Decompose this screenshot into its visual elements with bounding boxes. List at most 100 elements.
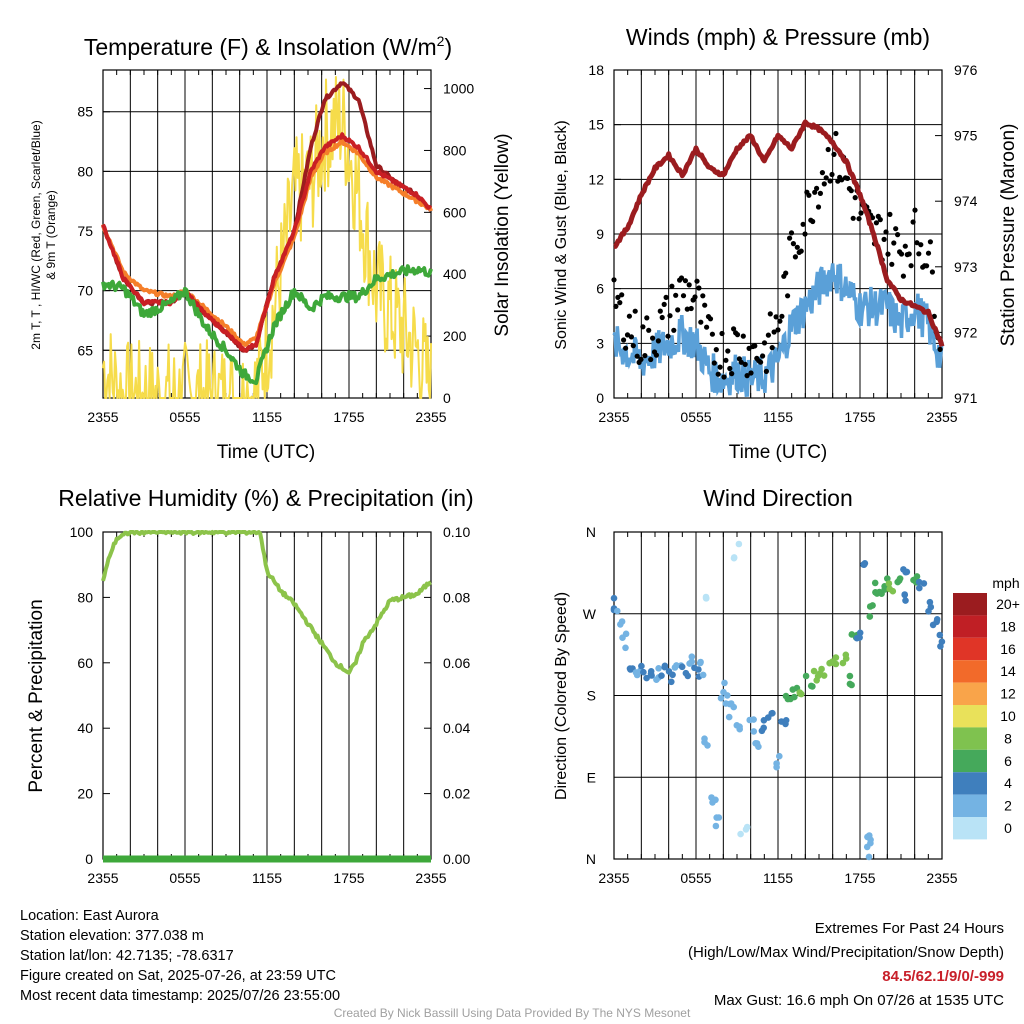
dir-point xyxy=(678,663,686,671)
dir-point xyxy=(769,709,776,717)
temp-y-tick-label: 80 xyxy=(77,163,93,179)
colorbar-label: 6 xyxy=(1004,753,1012,769)
wind-gust-point xyxy=(769,345,775,351)
wind-gust-point xyxy=(628,334,635,340)
wind-gust-point xyxy=(806,192,812,198)
dir-point xyxy=(856,634,863,641)
dir-point xyxy=(846,672,854,680)
dir-point xyxy=(702,593,710,601)
dir-point xyxy=(661,663,668,671)
wind-gust-point xyxy=(626,313,633,319)
wind-gust-point xyxy=(895,232,901,238)
dir-point xyxy=(848,681,855,689)
rh-x-tick-label: 2355 xyxy=(87,870,118,886)
dir-point xyxy=(618,618,626,625)
wind-x-tick-label: 0555 xyxy=(680,409,711,425)
dir-x-tick-label: 0555 xyxy=(680,870,711,886)
wind-gust-point xyxy=(929,269,936,275)
rh-y-tick-label: 100 xyxy=(70,524,94,540)
wind-gust-point xyxy=(798,248,804,254)
temp-y2-tick-label: 0 xyxy=(443,390,451,406)
rh-y-tick-label: 20 xyxy=(77,786,93,802)
dir-point xyxy=(688,653,696,660)
dir-point xyxy=(686,660,693,667)
dir-point xyxy=(802,672,810,680)
dir-point xyxy=(721,679,728,687)
rh-panel-title: Relative Humidity (%) & Precipitation (i… xyxy=(58,485,473,511)
wind-gust-point xyxy=(615,294,621,300)
wind-gust-point xyxy=(661,301,667,307)
wind-gust-point xyxy=(648,356,654,363)
dir-point xyxy=(614,607,621,615)
extremes-subtitle: (High/Low/Max Wind/Precipitation/Snow De… xyxy=(688,944,1004,961)
dir-point xyxy=(632,669,640,676)
wind-y2-tick-label: 974 xyxy=(954,193,978,209)
dir-y-tick-label: N xyxy=(586,851,596,867)
dir-point xyxy=(668,678,675,686)
dir-point xyxy=(902,568,909,576)
wind-gust-point xyxy=(783,270,789,276)
wind-gust-point xyxy=(613,303,619,309)
wind-gust-point xyxy=(623,345,629,351)
dir-point xyxy=(699,671,707,679)
dir-point xyxy=(856,629,864,637)
wind-gust-point xyxy=(617,300,623,306)
wind-gust-point xyxy=(752,343,758,349)
dir-x-tick-label: 1155 xyxy=(763,870,793,886)
rh-ylabel-left: Percent & Precipitation xyxy=(26,599,47,792)
colorbar-swatch xyxy=(953,794,987,817)
dir-point xyxy=(773,763,780,771)
dir-point xyxy=(724,692,731,699)
rh-x-tick-label: 0555 xyxy=(169,870,200,886)
wind-gust-point xyxy=(696,285,702,291)
dir-point xyxy=(758,727,766,735)
dir-point xyxy=(936,631,944,639)
wind-gust-point xyxy=(787,235,793,241)
dir-point xyxy=(736,723,743,730)
dir-point xyxy=(784,695,792,703)
dir-point xyxy=(938,638,946,645)
dir-y-tick-label: E xyxy=(587,769,596,785)
dir-point xyxy=(782,720,789,728)
wind-gust-point xyxy=(760,353,766,359)
dir-point xyxy=(926,598,934,606)
wind-gust-point xyxy=(918,242,924,248)
wind-y-tick-label: 6 xyxy=(596,281,604,297)
rh-y2-tick-label: 0.04 xyxy=(443,720,470,736)
wind-gust-point xyxy=(817,190,824,196)
dir-point xyxy=(735,540,743,548)
wind-gust-point xyxy=(792,254,799,260)
wind-x-tick-label: 1755 xyxy=(844,409,875,425)
colorbar-label: 4 xyxy=(1004,775,1012,791)
wind-gust-point xyxy=(912,207,918,213)
colorbar-label: 20+ xyxy=(996,596,1020,612)
wind-gust-point xyxy=(719,330,725,337)
dir-point xyxy=(622,644,629,652)
wind-gust-point xyxy=(744,373,750,379)
dir-x-tick-label: 1755 xyxy=(844,870,875,886)
recent-text: Most recent data timestamp: 2025/07/26 2… xyxy=(20,988,341,1004)
dir-point xyxy=(619,634,626,641)
wind-gust-point xyxy=(937,346,943,352)
wind-gust-point xyxy=(653,352,660,358)
wind-gust-point xyxy=(802,231,808,237)
wind-gust-point xyxy=(704,324,710,330)
dir-point xyxy=(715,814,723,821)
dir-point xyxy=(712,822,720,830)
rh-y-tick-label: 80 xyxy=(77,589,93,605)
dir-point xyxy=(839,659,847,667)
wind-y-tick-label: 18 xyxy=(588,62,604,78)
dir-point xyxy=(848,631,856,638)
wind-gust-point xyxy=(729,371,735,377)
colorbar-swatch xyxy=(953,817,987,840)
dir-point xyxy=(885,580,893,587)
wind-gust-point xyxy=(638,356,644,362)
wind-gust-point xyxy=(814,185,820,191)
dir-point xyxy=(627,666,634,673)
dir-point xyxy=(640,668,647,676)
wind-gust-point xyxy=(748,370,754,376)
colorbar-label: 18 xyxy=(1000,618,1016,634)
wind-gust-point xyxy=(688,305,694,312)
wind-gust-point xyxy=(779,313,785,319)
wind-gust-point xyxy=(844,175,851,181)
